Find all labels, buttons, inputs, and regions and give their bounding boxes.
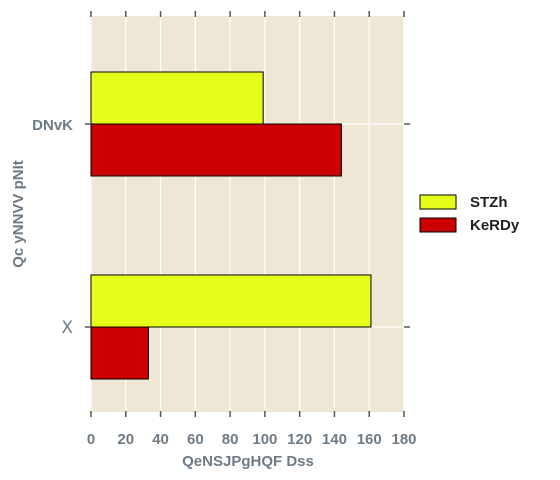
x-tick-label: 180 [391,431,416,448]
x-tick-label: 20 [117,431,134,448]
bar-kerdy-x [90,326,149,380]
bar-stzh-dnvk [90,71,264,125]
x-tick-label: 80 [222,431,239,448]
bars [90,71,372,380]
legend-swatch-stzh [419,194,457,210]
bar-kerdy-dnvk [90,123,342,177]
x-tick-label: 160 [357,431,382,448]
axis-ticks [85,11,410,417]
y-tick-labels: DNvK X [32,117,73,338]
legend-swatch-kerdy [419,217,457,233]
x-axis-label: QeNSJPgHQF Dss [182,453,314,470]
y-tick-label: X [61,318,73,338]
x-tick-label: 140 [322,431,347,448]
x-tick-label: 0 [87,431,95,448]
legend-label-kerdy: KeRDy [470,217,520,234]
x-tick-labels: 0 20 40 60 80 100 120 140 160 180 [87,431,417,448]
x-tick-label: 120 [287,431,312,448]
x-tick-label: 100 [252,431,277,448]
legend: STZh KeRDy [419,194,520,234]
legend-label-stzh: STZh [470,194,508,211]
bar-stzh-x [90,274,372,328]
x-tick-label: 40 [152,431,169,448]
y-axis-label: Qc yNNVV pNIt [10,160,27,268]
x-tick-label: 60 [187,431,204,448]
y-tick-label: DNvK [32,117,73,134]
